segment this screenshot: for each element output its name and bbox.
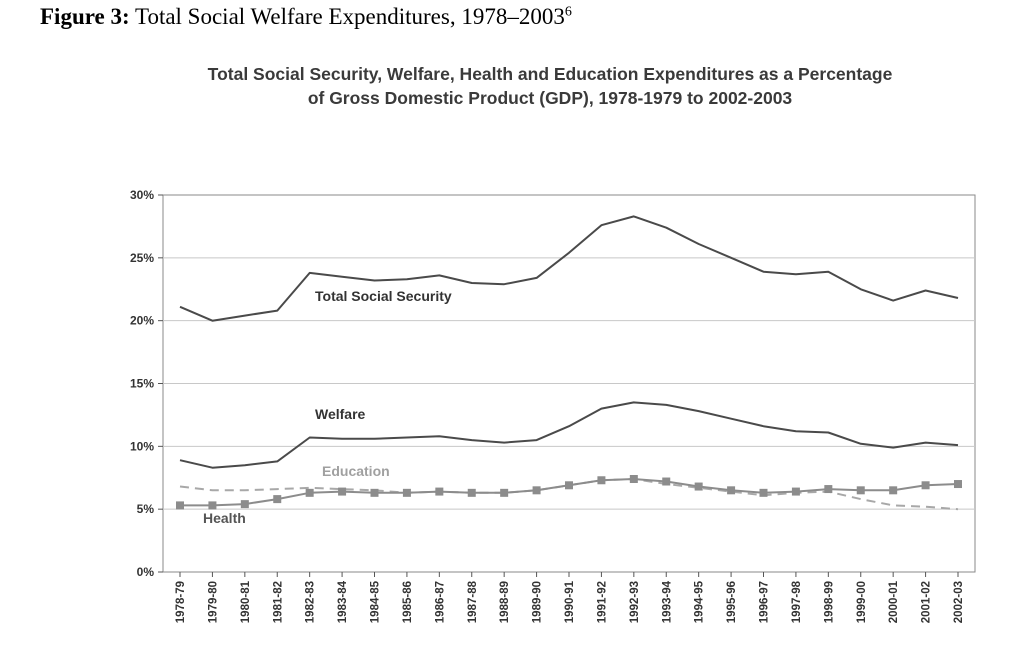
x-tick-label: 1998-99: [823, 581, 835, 623]
data-point-health: [791, 487, 800, 496]
data-point-health: [759, 488, 768, 497]
series-label-total-social-security: Total Social Security: [315, 288, 452, 304]
y-tick-label: 30%: [130, 188, 154, 202]
series-label-welfare: Welfare: [315, 406, 366, 422]
data-point-health: [921, 481, 930, 490]
figure-caption-text: Total Social Welfare Expenditures, 1978–…: [135, 4, 565, 29]
figure-footnote-mark: 6: [564, 4, 572, 20]
data-point-health: [954, 480, 962, 489]
data-point-health: [435, 487, 444, 496]
series-label-education: Education: [322, 463, 390, 479]
x-tick-label: 2002-03: [953, 581, 965, 623]
x-tick-label: 1980-81: [240, 580, 252, 623]
data-point-health: [889, 486, 898, 495]
x-tick-label: 1984-85: [370, 580, 382, 623]
y-tick-label: 0%: [137, 565, 155, 579]
x-tick-label: 1993-94: [661, 580, 673, 623]
x-tick-label: 1989-90: [532, 581, 544, 623]
x-tick-label: 1988-89: [499, 581, 511, 623]
chart-title-line-1: Total Social Security, Welfare, Health a…: [207, 64, 893, 84]
data-point-health: [338, 487, 347, 496]
x-tick-label: 1994-95: [694, 580, 706, 623]
y-tick-label: 10%: [130, 439, 154, 453]
x-tick-label: 1982-83: [305, 581, 317, 623]
x-tick-label: 2001-02: [921, 581, 933, 623]
data-point-health: [532, 486, 541, 495]
data-point-health: [694, 482, 703, 491]
data-point-health: [597, 476, 606, 485]
figure-caption: Figure 3: Total Social Welfare Expenditu…: [40, 4, 572, 30]
chart-title: Total Social Security, Welfare, Health a…: [60, 62, 1024, 110]
y-tick-label: 15%: [130, 377, 154, 391]
data-point-health: [565, 481, 573, 490]
x-tick-label: 1979-80: [207, 581, 219, 623]
series-label-health: Health: [203, 510, 246, 526]
data-point-health: [370, 488, 379, 497]
series-line-total-social-security: [179, 215, 959, 322]
x-tick-label: 1985-86: [402, 581, 414, 623]
data-point-health: [208, 501, 217, 510]
data-point-health: [467, 488, 476, 497]
x-tick-label: 1999-00: [856, 581, 868, 623]
x-tick-label: 1987-88: [467, 580, 479, 623]
data-point-health: [305, 488, 314, 497]
y-tick-label: 20%: [130, 314, 154, 328]
data-point-health: [824, 485, 833, 494]
y-tick-label: 25%: [130, 251, 154, 265]
data-point-health: [273, 495, 282, 504]
data-point-health: [240, 500, 249, 509]
x-tick-label: 2000-01: [888, 580, 900, 623]
x-tick-label: 1986-87: [434, 581, 446, 623]
data-point-health: [727, 486, 736, 495]
x-tick-label: 1981-82: [272, 581, 284, 623]
x-tick-label: 1995-96: [726, 581, 738, 623]
x-tick-label: 1978-79: [175, 581, 187, 623]
data-point-health: [402, 488, 411, 497]
data-point-health: [662, 477, 671, 486]
x-tick-label: 1991-92: [596, 581, 608, 623]
data-point-health: [176, 501, 184, 510]
data-point-health: [629, 475, 638, 484]
x-tick-label: 1996-97: [759, 581, 771, 623]
x-tick-label: 1990-91: [564, 580, 576, 623]
chart-title-line-2: of Gross Domestic Product (GDP), 1978-19…: [307, 88, 793, 108]
data-point-health: [856, 486, 865, 495]
figure-label: Figure 3:: [40, 4, 130, 29]
data-point-health: [500, 488, 509, 497]
x-tick-label: 1997-98: [791, 580, 803, 623]
x-tick-label: 1992-93: [629, 581, 641, 623]
y-tick-label: 5%: [137, 502, 155, 516]
x-tick-label: 1983-84: [337, 580, 349, 623]
series-line-welfare: [179, 401, 959, 469]
